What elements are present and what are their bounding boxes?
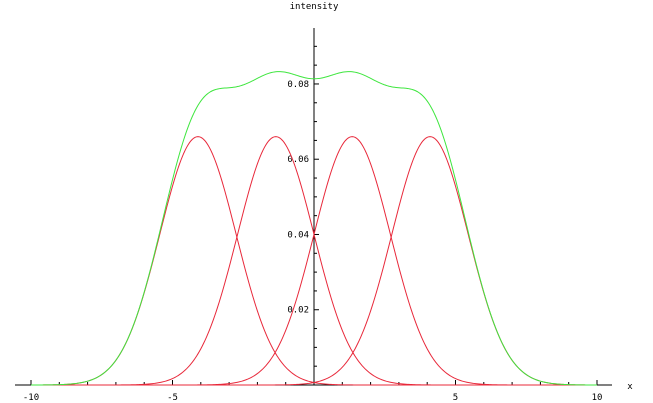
x-tick-label: -5 [167, 393, 178, 403]
x-tick-label: 5 [453, 393, 458, 403]
axes [15, 28, 612, 386]
x-tick-label: -10 [23, 393, 39, 403]
curves [31, 71, 597, 386]
sum-curve [31, 71, 597, 386]
x-axis-label: x [627, 382, 633, 392]
ticks: -10 -5 5 10 0.02 0.04 0.06 0.08 [23, 45, 603, 403]
x-tick-label: 10 [592, 393, 603, 403]
y-axis-label: intensity [290, 2, 339, 12]
y-tick-label: 0.04 [287, 230, 309, 240]
y-tick-label: 0.02 [287, 306, 309, 316]
y-tick-label: 0.06 [287, 155, 309, 165]
y-tick-label: 0.08 [287, 80, 309, 90]
